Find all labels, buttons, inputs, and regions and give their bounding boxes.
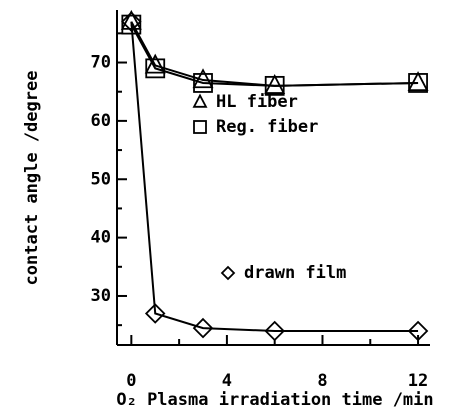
y-axis-label: contact angle /degree bbox=[22, 71, 42, 286]
marker-diamond bbox=[264, 320, 285, 342]
series-line bbox=[130, 24, 419, 87]
legend-label: drawn film bbox=[244, 263, 346, 283]
legend-marker bbox=[193, 120, 207, 134]
x-tick-label: 8 bbox=[317, 371, 327, 391]
x-axis-label: O₂ Plasma irradiation time /min bbox=[116, 390, 433, 410]
marker-square bbox=[193, 73, 213, 93]
marker-diamond bbox=[144, 303, 166, 324]
marker-diamond bbox=[192, 317, 214, 339]
marker-diamond bbox=[407, 320, 429, 342]
x-tick-label: 4 bbox=[222, 371, 232, 391]
x-tick-label: 12 bbox=[408, 371, 428, 391]
marker-square bbox=[145, 58, 166, 79]
y-tick-label: 50 bbox=[91, 169, 111, 189]
legend-marker bbox=[220, 265, 236, 281]
y-tick-label: 70 bbox=[91, 53, 111, 73]
x-tick-label: 0 bbox=[126, 371, 136, 391]
y-tick-label: 40 bbox=[91, 228, 111, 248]
marker-triangle bbox=[264, 74, 286, 94]
series-line bbox=[130, 21, 419, 332]
marker-triangle bbox=[144, 53, 166, 74]
marker-triangle bbox=[407, 71, 429, 92]
marker-triangle bbox=[192, 68, 214, 89]
marker-diamond bbox=[121, 11, 142, 32]
marker-square bbox=[408, 73, 428, 93]
legend-label: Reg. fiber bbox=[216, 117, 318, 137]
y-tick-label: 30 bbox=[91, 286, 111, 306]
legend-label: HL fiber bbox=[216, 92, 298, 112]
marker-square bbox=[264, 75, 285, 96]
y-tick-label: 60 bbox=[91, 111, 111, 131]
legend-marker bbox=[192, 93, 208, 108]
